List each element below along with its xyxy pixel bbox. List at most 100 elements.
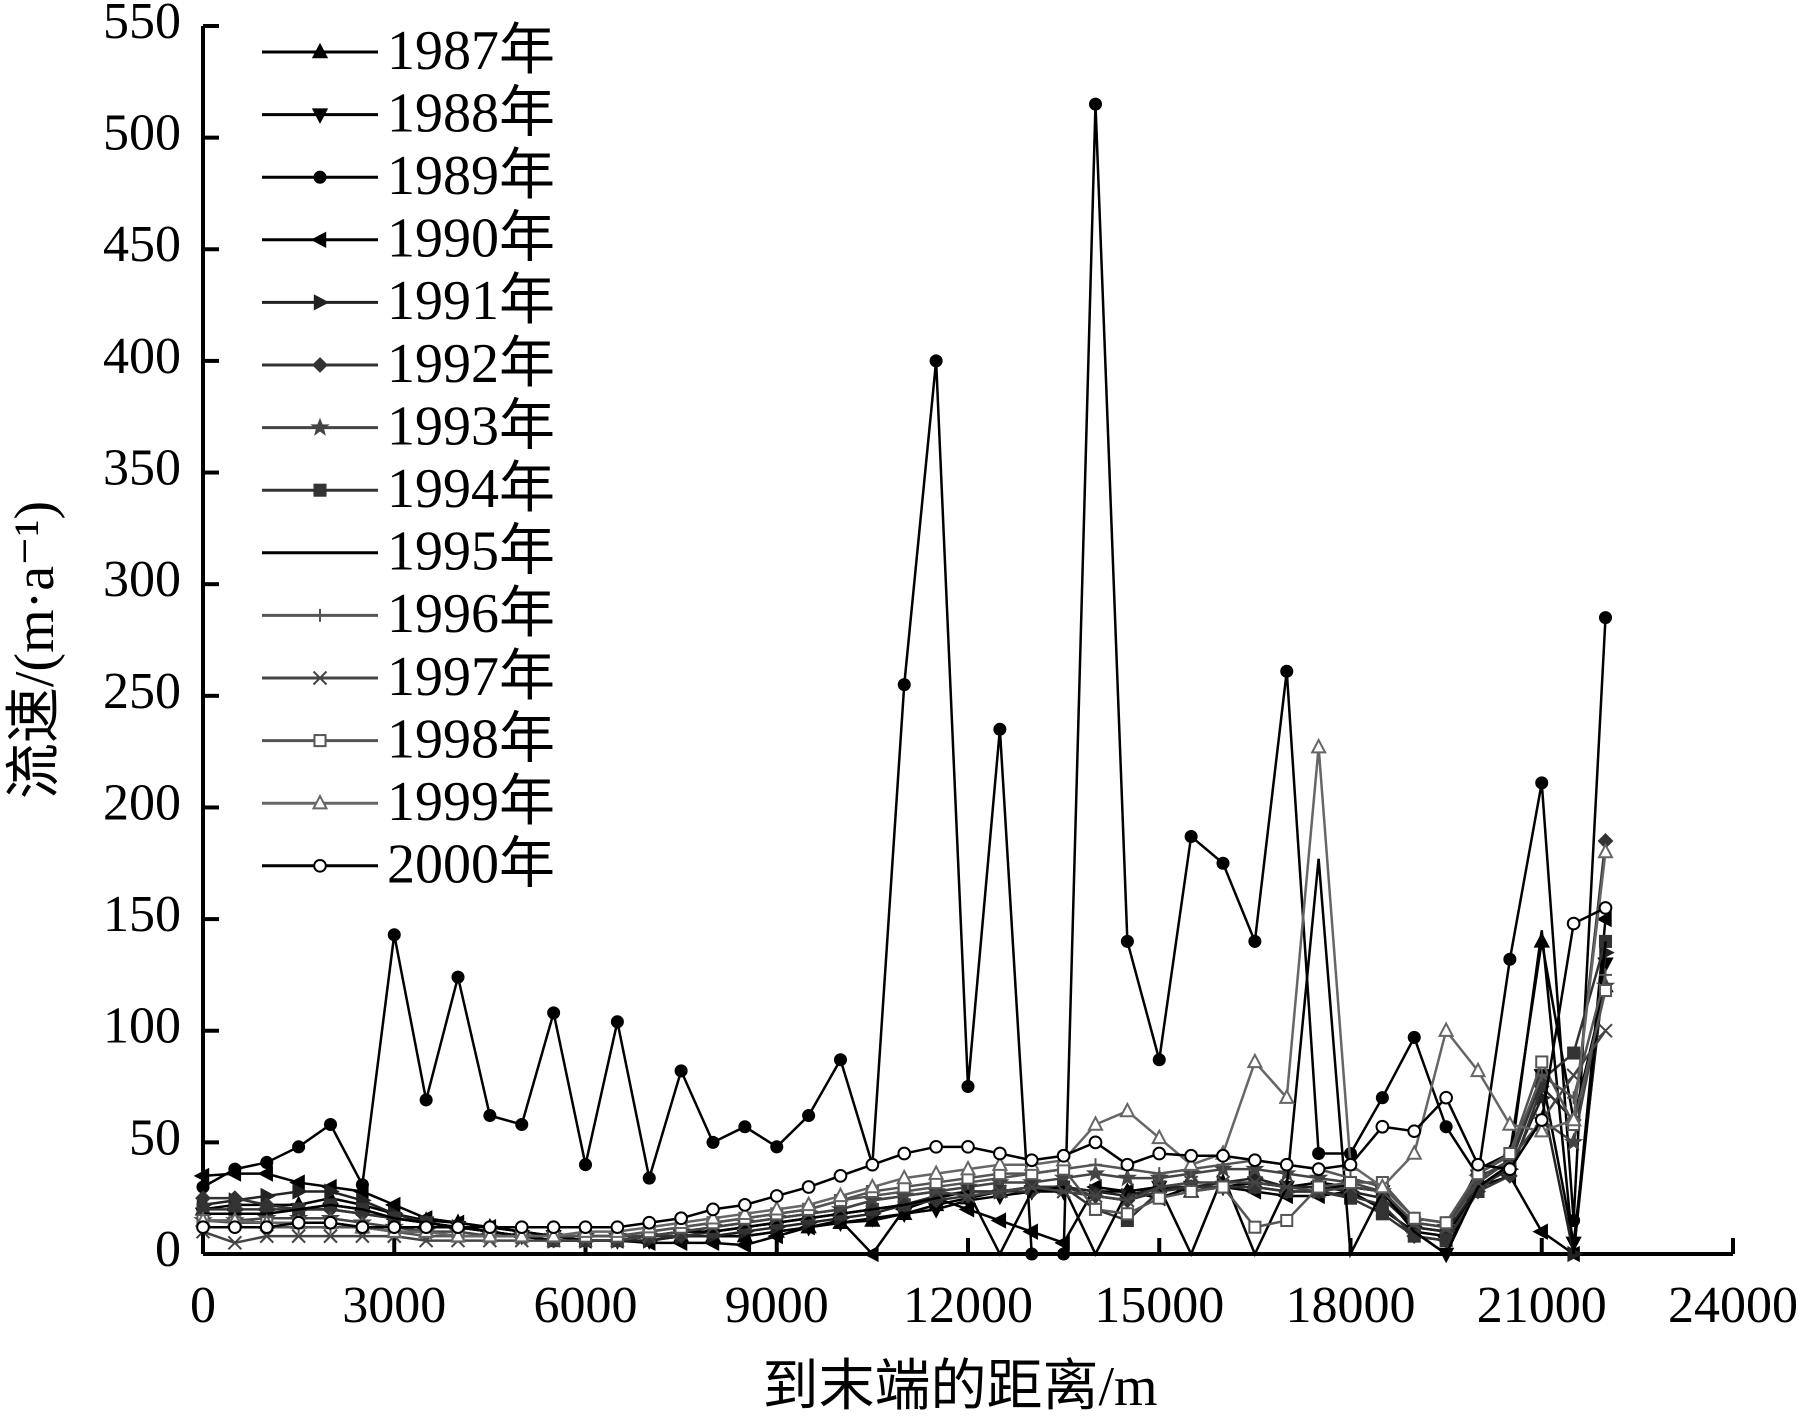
marker (1184, 829, 1198, 844)
y-tick-label: 50 (129, 1109, 181, 1166)
y-tick-label: 350 (103, 439, 181, 496)
marker (515, 1117, 529, 1132)
marker (578, 1220, 593, 1235)
marker (1596, 910, 1612, 928)
marker (387, 1220, 402, 1235)
marker (1469, 1061, 1487, 1078)
marker (547, 1006, 561, 1020)
marker (1439, 1090, 1453, 1105)
y-tick-label: 450 (103, 216, 181, 273)
marker (193, 1167, 210, 1185)
marker (1565, 1110, 1582, 1127)
marker (1117, 1168, 1138, 1187)
marker (1598, 611, 1613, 625)
x-tick-label: 24000 (1668, 1277, 1798, 1334)
x-tick-label: 9000 (725, 1277, 829, 1334)
x-tick-label: 6000 (534, 1277, 638, 1334)
marker (674, 1064, 688, 1078)
marker (481, 1226, 499, 1243)
marker (1120, 934, 1134, 948)
marker (483, 1109, 497, 1123)
marker (1120, 1157, 1135, 1172)
marker (832, 1186, 849, 1203)
marker (312, 357, 328, 373)
marker (1343, 1157, 1358, 1172)
marker (833, 1053, 848, 1067)
marker (310, 417, 330, 436)
marker (961, 1139, 975, 1154)
marker (1024, 1153, 1039, 1168)
marker (1280, 1213, 1294, 1228)
marker (1407, 1211, 1421, 1225)
marker (1182, 1155, 1200, 1171)
marker (451, 970, 465, 984)
marker (289, 1174, 305, 1191)
marker (1471, 1157, 1485, 1172)
marker (1312, 1147, 1326, 1161)
marker (897, 1146, 912, 1161)
marker (1088, 1135, 1103, 1150)
marker (1087, 1115, 1104, 1131)
marker (833, 1169, 848, 1183)
marker (310, 231, 327, 248)
marker (897, 678, 911, 692)
legend-label: 2000年 (387, 834, 555, 896)
marker (1439, 1216, 1453, 1230)
x-tick-label: 12000 (903, 1277, 1033, 1334)
marker (291, 1228, 306, 1244)
marker (1310, 737, 1327, 754)
marker (259, 1220, 274, 1235)
marker (706, 1202, 720, 1217)
marker (323, 1117, 338, 1132)
marker (958, 1201, 975, 1218)
marker (896, 1168, 913, 1185)
marker (1375, 1091, 1389, 1105)
marker (313, 608, 327, 622)
marker (1532, 1223, 1548, 1240)
marker (546, 1220, 561, 1235)
marker (1056, 1148, 1071, 1163)
marker (1535, 776, 1549, 790)
marker (311, 42, 329, 59)
marker (1057, 1247, 1071, 1261)
marker (1278, 1088, 1295, 1104)
marker (1216, 1180, 1230, 1194)
y-axis-title: 流速/(m·a⁻¹) (4, 501, 66, 799)
marker (768, 1200, 785, 1216)
marker (1598, 1023, 1613, 1038)
marker (1567, 1046, 1581, 1060)
y-tick-label: 0 (155, 1221, 181, 1278)
marker (1216, 856, 1230, 870)
marker (1120, 1207, 1134, 1221)
marker (1089, 1158, 1102, 1172)
marker (800, 1195, 817, 1212)
marker (311, 108, 329, 124)
marker (1533, 1121, 1550, 1138)
marker (706, 1135, 720, 1149)
marker (1566, 916, 1581, 931)
marker (1088, 97, 1103, 111)
marker (312, 670, 328, 686)
marker (1152, 1191, 1166, 1205)
marker (1247, 1175, 1263, 1190)
legend-label: 1992年 (387, 333, 555, 395)
marker (387, 928, 401, 942)
marker (736, 1204, 754, 1221)
marker (291, 1215, 306, 1230)
marker (1406, 1144, 1423, 1160)
marker (1152, 1179, 1167, 1195)
series (203, 858, 1607, 1259)
marker (1503, 1147, 1517, 1161)
marker (990, 1212, 1007, 1229)
marker (313, 170, 327, 184)
marker (674, 1211, 688, 1226)
marker (324, 1183, 340, 1200)
marker (1437, 1021, 1455, 1037)
marker (313, 483, 327, 497)
y-tick-label: 500 (103, 105, 181, 162)
marker (313, 858, 327, 873)
marker (1535, 1055, 1549, 1069)
marker (1248, 1153, 1262, 1168)
x-tick-label: 3000 (342, 1277, 446, 1334)
